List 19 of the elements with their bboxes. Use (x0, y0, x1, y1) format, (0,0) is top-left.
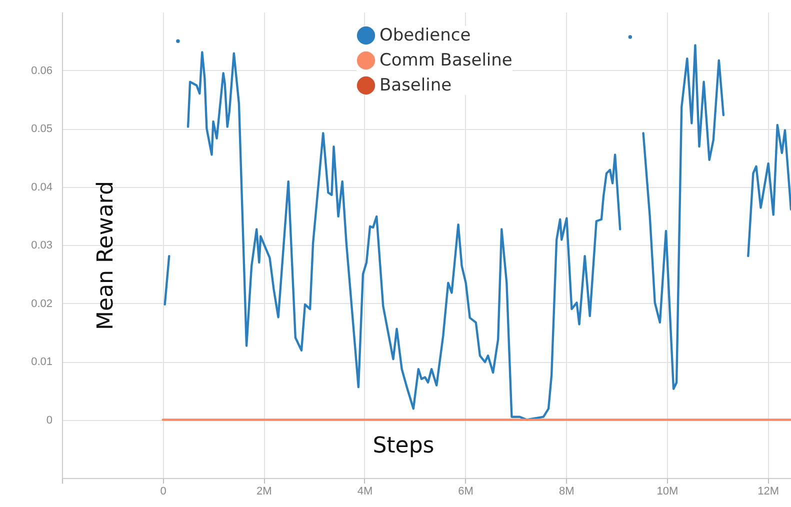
y-tick-label: 0.05 (31, 123, 52, 135)
y-axis-title: Mean Reward (94, 181, 118, 330)
x-tick-label: 12M (758, 486, 780, 498)
legend-label: Obedience (380, 26, 471, 46)
x-tick-label: 6M (458, 486, 474, 498)
x-tick-label: 2M (256, 486, 272, 498)
x-tick-label: 4M (357, 486, 373, 498)
x-tick-label: 0 (160, 486, 166, 498)
y-tick-label: 0.01 (31, 356, 52, 368)
legend-label: Baseline (380, 76, 452, 96)
y-tick-label: 0.06 (31, 64, 52, 77)
x-axis-title: Steps (372, 434, 434, 458)
y-tick-label: 0.04 (31, 181, 52, 194)
y-tick-label: 0 (46, 414, 52, 426)
y-tick-label: 0.02 (31, 298, 52, 310)
legend-label: Comm Baseline (380, 50, 512, 70)
x-tick-label: 10M (656, 486, 678, 498)
y-tick-label: 0.03 (31, 240, 52, 252)
x-tick-label: 8M (559, 486, 574, 498)
